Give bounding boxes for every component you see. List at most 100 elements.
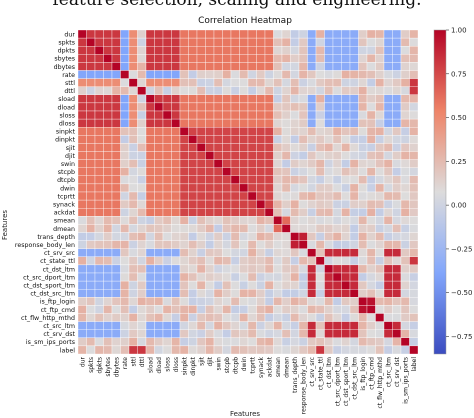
colorbar-ticks: 1.000.750.500.250.00−0.25−0.50−0.75 — [446, 27, 472, 341]
heatmap-cell — [256, 264, 266, 274]
heatmap-cell — [298, 29, 308, 39]
heatmap-cell — [145, 143, 155, 152]
heatmap-cell — [230, 175, 240, 185]
heatmap-cell — [264, 37, 274, 47]
heatmap-cell — [383, 102, 393, 112]
heatmap-cell — [77, 289, 87, 298]
heatmap-cell — [349, 337, 359, 347]
heatmap-cell — [103, 313, 113, 322]
heatmap-cell — [111, 29, 121, 39]
heatmap-cell — [290, 337, 300, 347]
heatmap-cell — [137, 37, 147, 47]
heatmap-cell — [179, 135, 189, 144]
heatmap-cell — [341, 208, 351, 217]
heatmap-cell — [86, 175, 96, 185]
heatmap-cell — [128, 248, 138, 257]
x-tick-label: ct_ftp_cmd — [368, 357, 375, 390]
heatmap-cell — [145, 86, 155, 95]
heatmap-cell — [264, 54, 274, 63]
heatmap-cell — [171, 70, 181, 79]
heatmap-cell — [103, 70, 113, 79]
heatmap-cell — [205, 127, 215, 136]
heatmap-cell — [239, 118, 249, 128]
heatmap-cell — [307, 199, 317, 209]
heatmap-cell — [315, 62, 325, 71]
heatmap-cell — [179, 70, 189, 79]
heatmap-cell — [213, 175, 223, 185]
heatmap-cell — [86, 345, 96, 355]
heatmap-cell — [196, 159, 206, 168]
heatmap-cell — [120, 264, 130, 274]
heatmap-cell — [171, 224, 181, 233]
heatmap-cell — [230, 135, 240, 144]
heatmap-cell — [375, 102, 385, 112]
heatmap-cell — [307, 37, 317, 47]
heatmap-cell — [196, 94, 206, 104]
heatmap-cell — [281, 216, 291, 225]
heatmap-cell — [290, 289, 300, 298]
heatmap-cell — [358, 256, 368, 266]
heatmap-cell — [298, 46, 308, 55]
heatmap-cell — [111, 232, 121, 241]
heatmap-cell — [315, 151, 325, 160]
heatmap-cell — [171, 94, 181, 104]
x-tick-label: ct_srv_src — [309, 357, 316, 387]
heatmap-cell — [273, 127, 283, 136]
heatmap-cell — [205, 199, 215, 209]
heatmap-cell — [264, 127, 274, 136]
heatmap-cell — [230, 29, 240, 39]
heatmap-cell — [128, 199, 138, 209]
heatmap-cell — [171, 151, 181, 160]
x-tick-label: dload — [156, 357, 163, 374]
heatmap-cell — [77, 240, 87, 249]
heatmap-cell — [111, 110, 121, 120]
heatmap-cell — [247, 191, 257, 201]
heatmap-cell — [273, 280, 283, 290]
heatmap-cell — [290, 297, 300, 306]
heatmap-cell — [222, 305, 232, 314]
heatmap-cell — [179, 62, 189, 71]
heatmap-cell — [145, 216, 155, 225]
heatmap-cell — [247, 86, 257, 95]
heatmap-cell — [392, 37, 402, 47]
heatmap-cell — [247, 37, 257, 47]
heatmap-cell — [375, 118, 385, 128]
heatmap-cell — [239, 86, 249, 95]
heatmap-cell — [239, 127, 249, 136]
heatmap-cell — [281, 167, 291, 176]
heatmap-cell — [188, 143, 198, 152]
heatmap-cell — [154, 110, 164, 120]
heatmap-cell — [111, 264, 121, 274]
heatmap-cell — [383, 94, 393, 104]
heatmap-cell — [409, 135, 419, 144]
heatmap-cell — [341, 256, 351, 266]
heatmap-cell — [392, 199, 402, 209]
heatmap-cell — [349, 183, 359, 193]
heatmap-cell — [409, 321, 419, 330]
heatmap-cell — [120, 37, 130, 47]
heatmap-cell — [162, 329, 172, 338]
heatmap-cell — [94, 232, 104, 241]
heatmap-cell — [273, 329, 283, 338]
heatmap-cell — [120, 54, 130, 63]
heatmap-cell — [230, 199, 240, 209]
heatmap-cell — [358, 232, 368, 241]
heatmap-cell — [205, 305, 215, 314]
x-tick-label: ct_src_dport_ltm — [334, 357, 341, 407]
heatmap-cell — [77, 151, 87, 160]
heatmap-cell — [358, 167, 368, 176]
heatmap-cell — [171, 264, 181, 274]
heatmap-cell — [77, 232, 87, 241]
heatmap-cell — [383, 248, 393, 257]
heatmap-cell — [375, 313, 385, 322]
heatmap-cell — [86, 37, 96, 47]
heatmap-cell — [281, 159, 291, 168]
heatmap-cell — [256, 208, 266, 217]
heatmap-cell — [332, 313, 342, 322]
heatmap-cell — [298, 232, 308, 241]
heatmap-cell — [128, 240, 138, 249]
heatmap-cell — [77, 264, 87, 274]
heatmap-cell — [120, 151, 130, 160]
heatmap-cell — [222, 224, 232, 233]
heatmap-cell — [162, 199, 172, 209]
